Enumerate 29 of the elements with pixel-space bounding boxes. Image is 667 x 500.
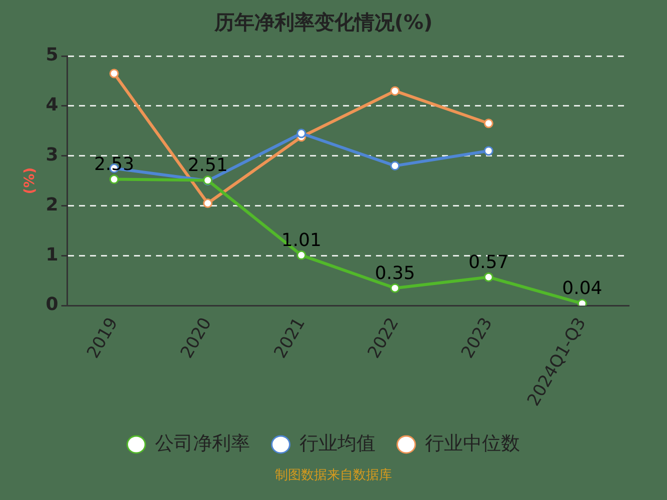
y-tick-label: 2: [46, 194, 58, 216]
y-tick-label: 4: [46, 94, 58, 116]
legend-label: 行业均值: [299, 432, 376, 454]
data-label: 2.51: [188, 154, 228, 176]
point: [202, 198, 212, 208]
text: 制图数据来自数据库: [274, 467, 393, 484]
point: [390, 161, 400, 171]
point: [390, 86, 400, 96]
legend-label: 公司净利率: [154, 432, 250, 454]
y-tick-label: 1: [46, 244, 58, 266]
data-label: 1.01: [281, 230, 322, 251]
legend-label: 行业中位数: [424, 432, 520, 454]
y-tick-label: 0: [46, 294, 58, 316]
data-label: 0.04: [562, 278, 602, 300]
point: [484, 272, 494, 282]
y-tick-label: 3: [46, 144, 58, 166]
y-axis-title: (%): [22, 167, 38, 194]
point: [296, 250, 306, 260]
y-tick-label: 5: [46, 44, 58, 66]
chart-title: 历年净利率变化情况(%): [213, 10, 433, 34]
point: [484, 146, 494, 156]
data-label: 0.57: [468, 252, 509, 273]
point: [390, 283, 400, 293]
point: [109, 68, 119, 78]
point: [484, 118, 494, 128]
point: [577, 298, 587, 306]
data-label: 0.35: [374, 262, 416, 284]
point: [109, 174, 119, 184]
point: [296, 128, 306, 138]
